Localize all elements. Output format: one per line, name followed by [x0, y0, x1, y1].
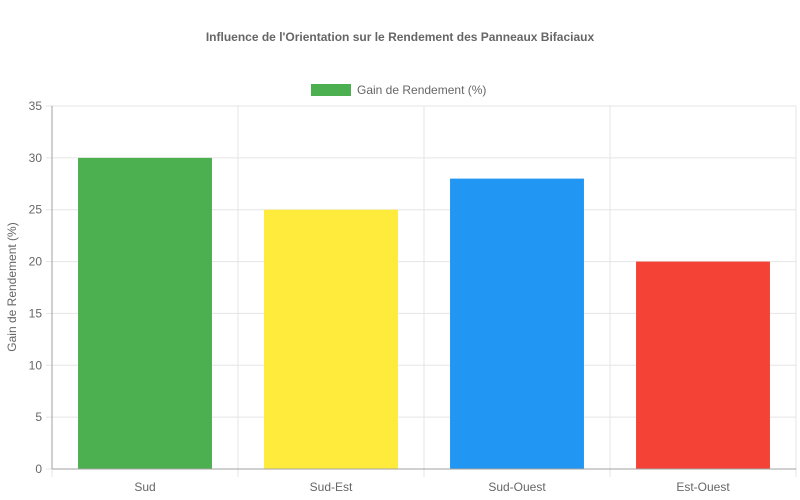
chart-title: Influence de l'Orientation sur le Rendem… [206, 30, 595, 44]
legend[interactable]: Gain de Rendement (%) [311, 83, 486, 97]
y-tick-label: 20 [29, 255, 43, 269]
legend-swatch [311, 84, 351, 96]
y-tick-label: 5 [35, 410, 42, 424]
bars [78, 157, 770, 469]
x-axis-ticks: Sud Sud-Est Sud-Ouest Est-Ouest [134, 480, 730, 494]
y-tick-label: 35 [29, 99, 43, 113]
y-tick-label: 10 [29, 358, 43, 372]
y-tick-label: 15 [29, 306, 43, 320]
x-tick-label: Est-Ouest [676, 480, 730, 494]
bar-sud-ouest[interactable] [450, 178, 584, 469]
axes [51, 106, 796, 470]
x-tick-label: Sud-Est [310, 480, 353, 494]
x-tick-label: Sud [134, 480, 155, 494]
x-tick-label: Sud-Ouest [488, 480, 546, 494]
y-tick-label: 25 [29, 203, 43, 217]
bar-sud-est[interactable] [264, 209, 398, 469]
y-axis-title: Gain de Rendement (%) [5, 222, 19, 351]
bar-sud[interactable] [78, 157, 212, 469]
legend-label: Gain de Rendement (%) [357, 83, 486, 97]
y-tick-label: 0 [35, 462, 42, 476]
bar-est-ouest[interactable] [636, 261, 770, 469]
y-axis-ticks: 0 5 10 15 20 25 30 35 [29, 99, 43, 476]
y-tick-label: 30 [29, 151, 43, 165]
